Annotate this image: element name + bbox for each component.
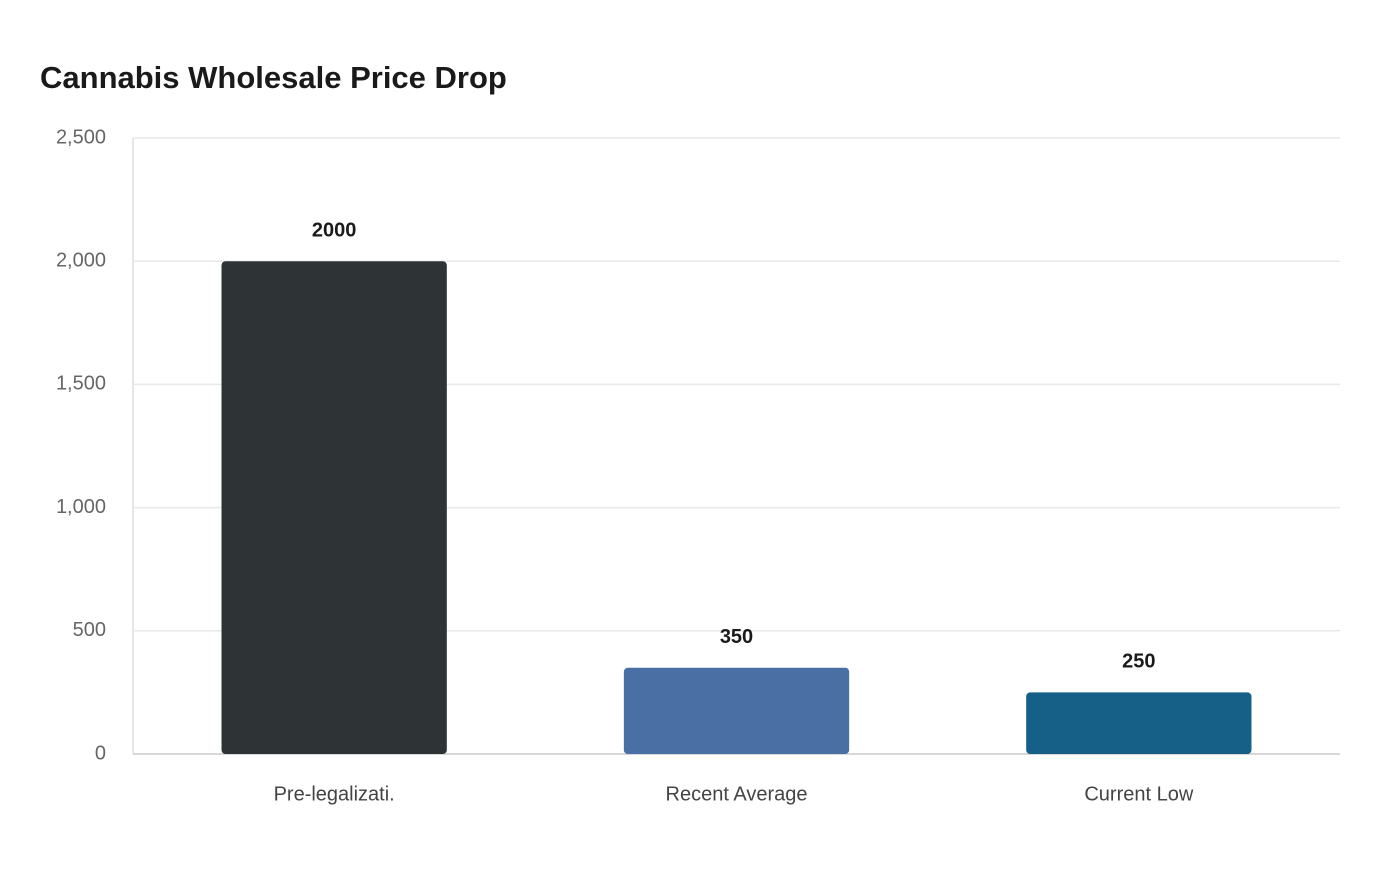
value-label: 350 <box>720 626 753 648</box>
y-tick-label: 500 <box>73 619 106 641</box>
x-tick-label: Current Low <box>1084 783 1193 805</box>
bar <box>221 261 447 754</box>
x-tick-label: Recent Average <box>666 783 808 805</box>
chart-title: Cannabis Wholesale Price Drop <box>40 60 507 95</box>
y-tick-label: 0 <box>95 742 106 764</box>
y-tick-label: 1,000 <box>56 496 106 518</box>
value-label: 250 <box>1122 651 1155 673</box>
y-tick-label: 2,500 <box>56 126 106 148</box>
y-tick-label: 1,500 <box>56 373 106 395</box>
y-tick-label: 2,000 <box>56 249 106 271</box>
x-tick-label: Pre-legalizati. <box>274 783 395 805</box>
bar <box>623 667 850 754</box>
value-label: 2000 <box>312 219 357 241</box>
bar <box>1026 692 1252 754</box>
